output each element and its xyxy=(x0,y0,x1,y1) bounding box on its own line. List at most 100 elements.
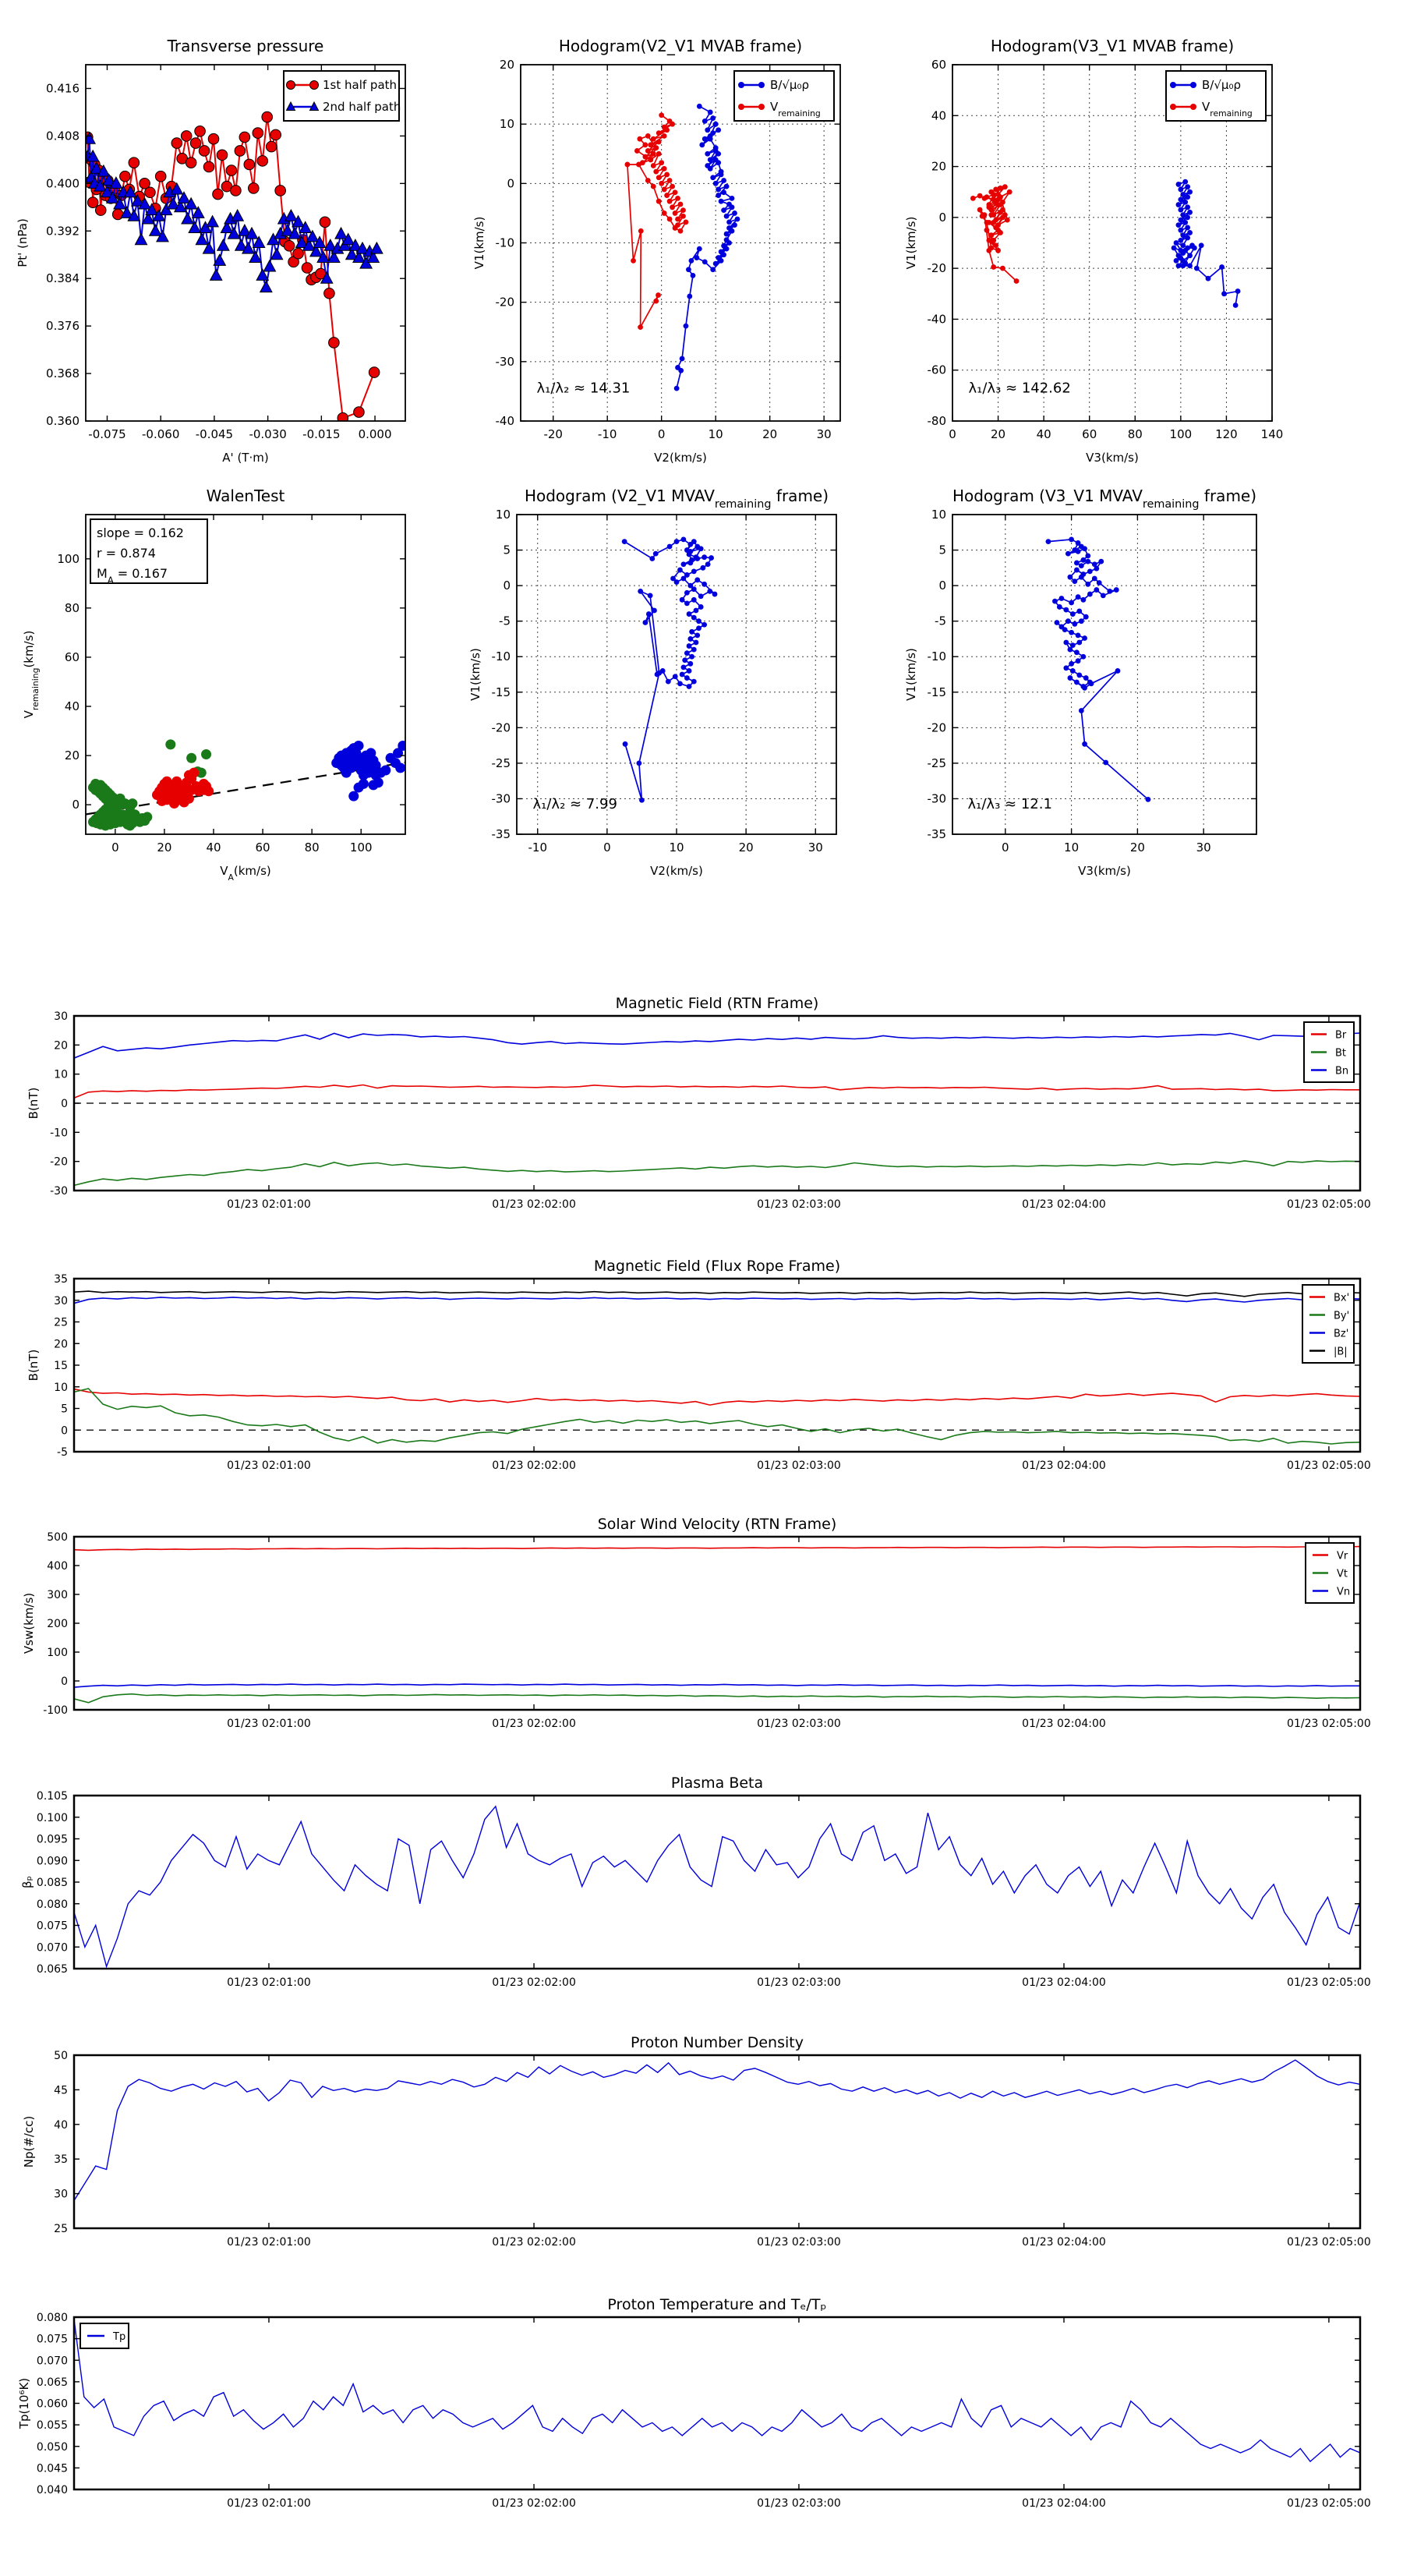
y-tick-label: 25 xyxy=(54,1317,68,1329)
marker-dot xyxy=(659,160,665,166)
marker-dot xyxy=(998,185,1003,191)
marker-dot xyxy=(1187,263,1193,269)
series-beta xyxy=(74,1805,1360,1969)
marker-dot xyxy=(710,130,716,136)
x-tick-label: 60 xyxy=(1082,427,1097,441)
marker-dot xyxy=(1083,675,1089,681)
marker-dot xyxy=(636,161,641,168)
marker-circle xyxy=(283,240,295,252)
marker-triangle xyxy=(202,241,216,254)
marker-dot xyxy=(707,136,713,142)
marker-dot xyxy=(723,246,730,252)
x-tick-label: -0.060 xyxy=(142,427,179,441)
marker-triangle xyxy=(170,182,184,195)
x-tick-label: 0 xyxy=(111,840,119,855)
marker-dot xyxy=(1085,553,1091,559)
x-tick-label: -10 xyxy=(598,427,617,441)
marker-dot xyxy=(1075,548,1081,554)
marker-dot xyxy=(693,639,699,646)
marker-triangle xyxy=(216,239,230,251)
x-tick-label: 30 xyxy=(817,427,832,441)
marker-dot xyxy=(696,103,702,109)
marker-dot xyxy=(622,741,628,747)
x-tick-label: 10 xyxy=(709,427,723,441)
marker-triangle xyxy=(188,221,202,233)
y-tick-label: -10 xyxy=(928,649,947,663)
y-tick-label: -10 xyxy=(50,1127,68,1139)
marker-triangle xyxy=(299,221,313,233)
marker-dot xyxy=(631,257,636,264)
marker-dot xyxy=(712,260,719,267)
y-tick-label: -10 xyxy=(492,649,511,663)
y-tick-label: 50 xyxy=(54,2050,68,2062)
marker-circle xyxy=(185,157,197,168)
chart-title: Proton Temperature and Tₑ/Tₚ xyxy=(607,2296,826,2313)
marker-dot xyxy=(1087,591,1093,597)
marker-triangle xyxy=(181,211,194,225)
marker-triangle xyxy=(270,247,284,260)
y-tick-label: 10 xyxy=(931,508,946,522)
marker-dot xyxy=(1094,565,1100,571)
x-tick-label: 01/23 02:02:00 xyxy=(492,2497,576,2510)
marker-circle xyxy=(189,137,202,149)
y-tick-label: 20 xyxy=(54,1338,68,1350)
marker-dot xyxy=(712,180,719,186)
y-axis-label: Np(#/cc) xyxy=(22,2116,36,2168)
marker-dot xyxy=(1178,237,1184,243)
info-box-line: slope = 0.162 xyxy=(97,525,184,540)
y-tick-label: 40 xyxy=(931,108,946,122)
marker-triangle xyxy=(348,239,362,251)
marker-dot xyxy=(977,193,983,199)
y-tick-label: 200 xyxy=(47,1618,68,1630)
marker-dot xyxy=(1180,257,1186,264)
marker-triangle xyxy=(199,221,212,233)
y-tick-label: 0 xyxy=(61,1424,68,1437)
marker-triangle xyxy=(288,226,302,239)
marker-dot xyxy=(1078,618,1084,625)
marker-dot xyxy=(718,172,724,178)
marker-triangle xyxy=(252,235,266,248)
marker-dot xyxy=(687,636,694,642)
marker-dot xyxy=(1080,557,1087,563)
y-tick-label: 0.075 xyxy=(37,1920,68,1933)
chart-plasma-beta: 01/23 02:01:00 01/23 02:02:00 01/23 02:03:… xyxy=(20,1775,1371,1989)
chart-transverse-pressure: -0.075 -0.060 -0.045 -0.030 -0.015 0.000 0.360… xyxy=(16,37,406,465)
marker-dot xyxy=(991,237,997,243)
marker-dot xyxy=(656,292,661,298)
x-tick-label: 100 xyxy=(1170,427,1193,441)
x-tick-label: 01/23 02:01:00 xyxy=(227,1460,311,1472)
marker-dot xyxy=(670,575,676,582)
x-tick-label: 01/23 02:03:00 xyxy=(757,2497,841,2510)
marker-dot xyxy=(1004,217,1010,223)
marker-dot xyxy=(353,740,364,751)
marker-triangle xyxy=(123,185,137,198)
y-tick-label: -30 xyxy=(928,791,947,805)
marker-dot xyxy=(729,204,735,211)
y-tick-label: 30 xyxy=(54,1295,68,1307)
marker-dot xyxy=(691,646,697,653)
marker-triangle xyxy=(295,235,309,248)
marker-dot xyxy=(1185,194,1191,200)
y-tick-label: -30 xyxy=(492,791,511,805)
y-tick-label: 0.416 xyxy=(46,81,80,95)
legend-box xyxy=(1165,70,1267,122)
marker-dot xyxy=(1080,653,1087,660)
marker-dot xyxy=(142,812,153,823)
marker-dot xyxy=(1182,219,1189,225)
y-tick-label: 80 xyxy=(65,601,80,615)
marker-dot xyxy=(664,172,670,178)
marker-dot xyxy=(647,593,653,599)
chart-title: WalenTest xyxy=(207,487,285,505)
y-tick-label: -25 xyxy=(492,756,511,770)
marker-dot xyxy=(656,670,663,676)
marker-dot xyxy=(732,222,737,228)
y-tick-label: -20 xyxy=(50,1156,68,1169)
marker-dot xyxy=(716,193,722,198)
marker-dot xyxy=(1073,560,1080,566)
marker-dot xyxy=(1065,618,1071,625)
marker-dot xyxy=(1000,265,1005,271)
x-tick-label: 01/23 02:05:00 xyxy=(1287,2236,1371,2249)
y-tick-label: 40 xyxy=(65,699,80,713)
marker-dot xyxy=(675,216,680,222)
y-tick-label: -15 xyxy=(928,685,947,699)
